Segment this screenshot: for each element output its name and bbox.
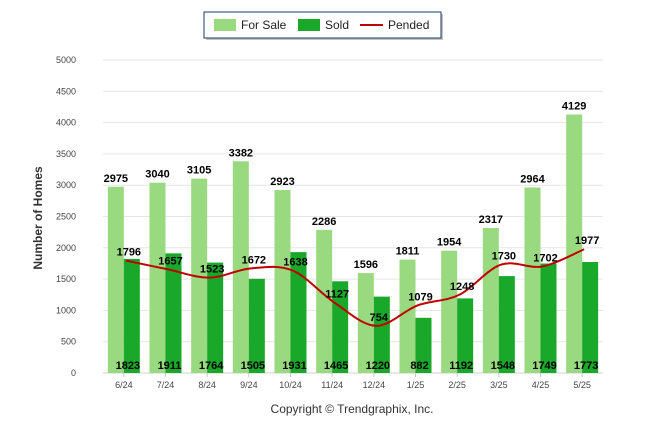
bar-for-sale	[399, 259, 416, 373]
bars	[107, 114, 599, 373]
x-tick-label: 6/24	[115, 380, 133, 390]
legend-swatch-sold	[298, 19, 320, 31]
for-sale-value-label: 3105	[187, 165, 211, 177]
for-sale-value-label: 2286	[312, 216, 336, 228]
for-sale-value-label: 3382	[229, 147, 253, 159]
pended-value-label: 1977	[575, 235, 599, 247]
bar-for-sale	[274, 190, 291, 373]
bar-for-sale	[316, 229, 333, 373]
bar-for-sale	[107, 186, 124, 373]
y-tick-label: 1500	[56, 274, 76, 284]
y-tick-label: 1000	[56, 305, 76, 315]
pended-value-label: 1672	[242, 254, 266, 266]
pended-value-label: 754	[370, 312, 389, 324]
sold-value-label: 1764	[199, 360, 224, 372]
x-tick-label: 3/25	[490, 380, 508, 390]
sold-value-label: 1505	[241, 360, 265, 372]
bar-for-sale	[566, 114, 583, 373]
for-sale-value-label: 3040	[145, 169, 169, 181]
bar-for-sale	[441, 250, 458, 373]
x-axis-ticks: 6/24 7/24 8/24 9/24 10/24 11/24 12/24 1/25 2/25 3…	[115, 373, 591, 390]
for-sale-value-label: 2923	[270, 176, 294, 188]
pended-value-label: 1657	[158, 255, 182, 267]
x-tick-label: 12/24	[363, 380, 386, 390]
pended-value-label: 1638	[283, 256, 307, 268]
pended-line-path	[125, 248, 585, 327]
for-sale-value-label: 1954	[437, 237, 462, 249]
y-tick-label: 5000	[56, 55, 76, 65]
pended-value-label: 1248	[450, 281, 474, 293]
sold-value-label: 1548	[491, 360, 515, 372]
x-tick-label: 5/25	[573, 380, 591, 390]
bar-sold	[373, 296, 390, 373]
y-tick-label: 4000	[56, 118, 76, 128]
bar-for-sale	[524, 187, 541, 373]
y-tick-label: 0	[71, 368, 76, 378]
pended-line	[125, 248, 585, 327]
sold-value-label: 1749	[532, 360, 556, 372]
x-tick-label: 9/24	[240, 380, 258, 390]
x-tick-label: 4/25	[532, 380, 550, 390]
y-tick-label: 4500	[56, 86, 76, 96]
y-axis-label: Number of Homes	[31, 166, 45, 270]
sold-value-label: 1192	[449, 360, 473, 372]
y-tick-label: 2500	[56, 212, 76, 222]
y-tick-label: 2000	[56, 243, 76, 253]
sold-value-label: 1911	[158, 360, 182, 372]
sold-value-label: 1823	[116, 360, 140, 372]
sold-value-label: 1931	[282, 360, 306, 372]
legend-label-sold: Sold	[325, 18, 349, 32]
pended-value-label: 1730	[492, 251, 516, 263]
bar-sold	[290, 252, 307, 373]
bar-sold	[123, 258, 140, 373]
sold-value-label: 1465	[324, 360, 348, 372]
legend-box	[203, 11, 442, 39]
bar-sold	[248, 278, 265, 373]
data-labels: 2975 1823 3040 1911 3105 1764 3382 1505 2923 1931…	[104, 101, 600, 372]
bar-sold	[582, 262, 599, 373]
y-tick-label: 3500	[56, 149, 76, 159]
x-tick-label: 1/25	[407, 380, 425, 390]
bar-sold	[415, 317, 432, 373]
for-sale-value-label: 1811	[396, 246, 420, 258]
for-sale-value-label: 2317	[479, 214, 503, 226]
sold-value-label: 1220	[366, 360, 390, 372]
legend-label-pended: Pended	[388, 18, 429, 32]
y-axis-ticks: 0 500 1000 1500 2000 2500 3000 3500 4000 4500 5000	[56, 55, 76, 378]
for-sale-value-label: 4129	[562, 101, 586, 113]
pended-value-label: 1702	[533, 252, 557, 264]
pended-value-label: 1523	[200, 264, 224, 276]
gridlines	[103, 59, 603, 374]
y-tick-label: 3000	[56, 180, 76, 190]
for-sale-value-label: 2964	[520, 173, 545, 185]
bar-sold	[165, 253, 182, 373]
pended-value-label: 1079	[408, 291, 432, 303]
bar-for-sale	[482, 227, 499, 373]
sold-value-label: 1773	[574, 360, 598, 372]
legend-swatch-for-sale	[214, 19, 236, 31]
bar-for-sale	[232, 161, 249, 373]
bar-sold	[498, 276, 515, 373]
pended-value-label: 1127	[325, 288, 349, 300]
pended-value-label: 1796	[117, 247, 141, 259]
x-tick-label: 7/24	[157, 380, 175, 390]
x-tick-label: 11/24	[321, 380, 343, 390]
legend-label-for-sale: For Sale	[241, 18, 287, 32]
for-sale-value-label: 1596	[354, 259, 378, 271]
bar-sold	[207, 262, 224, 373]
legend: For Sale Sold Pended	[203, 11, 443, 40]
x-tick-label: 10/24	[279, 380, 302, 390]
copyright-text: Copyright © Trendgraphix, Inc.	[271, 402, 434, 416]
bar-sold	[457, 298, 474, 373]
x-tick-label: 8/24	[198, 380, 216, 390]
bar-sold	[540, 263, 557, 373]
for-sale-value-label: 2975	[104, 173, 128, 185]
sold-value-label: 882	[410, 360, 428, 372]
y-tick-label: 500	[61, 337, 76, 347]
bar-for-sale	[149, 182, 166, 373]
x-tick-label: 2/25	[448, 380, 466, 390]
